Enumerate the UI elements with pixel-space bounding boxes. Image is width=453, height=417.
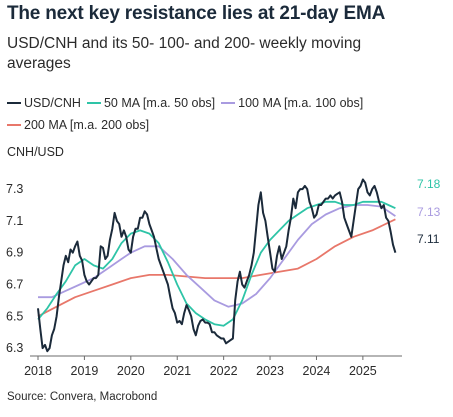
y-tick-label: 6.7 <box>6 277 23 291</box>
end-label-usdcnh: 7.11 <box>417 232 440 246</box>
end-label-50ma: 7.18 <box>417 177 441 191</box>
legend-item-200ma: 200 MA [m.a. 200 obs] <box>7 118 149 132</box>
legend-swatch-50ma <box>86 102 101 104</box>
y-tick-label: 7.3 <box>6 182 23 196</box>
legend-item-50ma: 50 MA [m.a. 50 obs] <box>86 96 216 110</box>
end-label-100ma: 7.13 <box>417 205 441 219</box>
x-tick-label: 2022 <box>210 364 238 378</box>
end-label-group: 7.18 7.13 7.11 <box>417 177 441 246</box>
legend-swatch-200ma <box>7 124 21 126</box>
legend-swatch-usdcnh <box>7 102 21 104</box>
x-tick-label: 2024 <box>303 364 331 378</box>
series-line-usdcnh <box>37 178 397 353</box>
legend-row-2: 200 MA [m.a. 200 obs] <box>7 114 447 136</box>
chart-legend: USD/CNH 50 MA [m.a. 50 obs] 100 MA [m.a.… <box>7 92 447 136</box>
legend-swatch-100ma <box>221 102 236 104</box>
legend-label-usdcnh: USD/CNH <box>24 96 81 110</box>
x-tick-group: 2018 2019 2020 2021 2022 2023 2024 2025 <box>24 356 377 378</box>
legend-label-200ma: 200 MA [m.a. 200 obs] <box>24 118 150 132</box>
y-tick-group: 6.3 6.5 6.7 6.9 7.1 7.3 <box>6 182 23 355</box>
series-line-200ma <box>37 218 396 318</box>
x-tick-label: 2025 <box>349 364 377 378</box>
legend-label-50ma: 50 MA [m.a. 50 obs] <box>103 96 216 110</box>
chart-title: The next key resistance lies at 21-day E… <box>7 3 386 24</box>
source-note: Source: Convera, Macrobond <box>7 391 158 403</box>
y-tick-label: 7.1 <box>6 214 23 228</box>
y-tick-label: 6.9 <box>6 246 23 260</box>
x-tick-label: 2018 <box>24 364 52 378</box>
y-axis-label: CNH/USD <box>7 145 64 159</box>
legend-label-100ma: 100 MA [m.a. 100 obs] <box>238 96 364 110</box>
y-tick-label: 6.3 <box>6 341 23 355</box>
chart-subtitle: USD/CNH and its 50- 100- and 200- weekly… <box>7 35 362 72</box>
legend-row-1: USD/CNH 50 MA [m.a. 50 obs] 100 MA [m.a.… <box>7 92 447 114</box>
legend-item-100ma: 100 MA [m.a. 100 obs] <box>221 96 363 110</box>
x-tick-label: 2020 <box>117 364 145 378</box>
series-line-50ma <box>37 200 396 327</box>
legend-item-usdcnh: USD/CNH <box>7 96 81 110</box>
y-tick-label: 6.5 <box>6 309 23 323</box>
series-group <box>37 178 397 353</box>
x-tick-label: 2019 <box>71 364 99 378</box>
x-tick-label: 2023 <box>256 364 284 378</box>
x-tick-label: 2021 <box>163 364 191 378</box>
